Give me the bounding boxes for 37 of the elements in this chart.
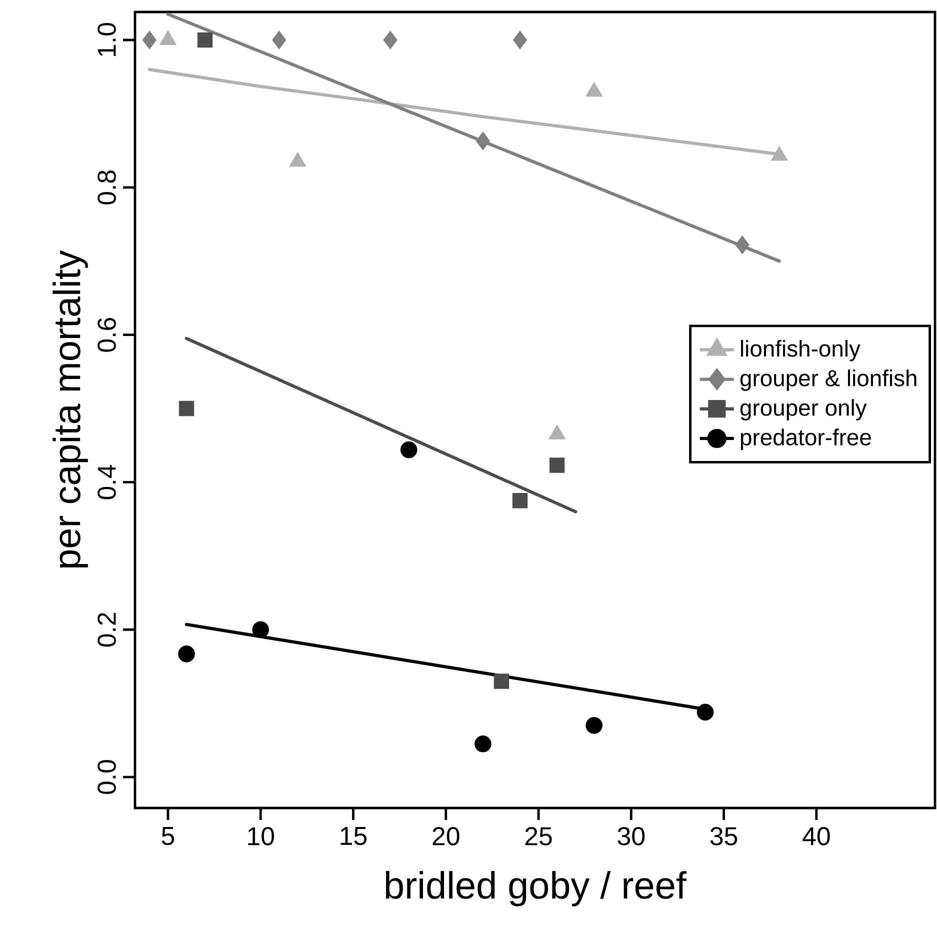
point: [476, 132, 490, 150]
x-axis-title: bridled goby / reef: [386, 871, 686, 906]
point: [178, 400, 194, 416]
x-tick-label: 5: [162, 827, 174, 846]
y-tick-label: 0.2: [98, 612, 116, 647]
x-tick-label: 10: [248, 827, 274, 846]
point: [513, 30, 527, 50]
point: [549, 458, 565, 473]
x-tick-label: 30: [618, 827, 645, 846]
point: [178, 646, 195, 662]
point: [400, 441, 418, 458]
legend-label: grouper & lionfish: [740, 370, 916, 391]
point: [586, 717, 603, 734]
point: [696, 704, 714, 721]
y-axis-title: per capita mortality: [52, 250, 88, 568]
point: [383, 30, 398, 50]
x-tick-label: 35: [710, 827, 738, 846]
legend-label: predator-free: [740, 428, 871, 450]
legend-label: lionfish-only: [741, 340, 860, 362]
point: [512, 493, 528, 508]
y-tick-label: 0.6: [98, 318, 116, 352]
y-tick-label: 1.0: [98, 22, 116, 56]
legend-label: grouper only: [740, 399, 867, 420]
point: [197, 32, 213, 48]
y-tick-label: 0.4: [98, 464, 116, 500]
x-tick-label: 20: [432, 827, 460, 846]
point: [735, 236, 750, 254]
point: [252, 621, 270, 638]
point: [142, 30, 156, 50]
x-tick-label: 40: [802, 827, 830, 846]
point: [272, 30, 286, 50]
x-tick-label: 15: [340, 827, 367, 846]
y-tick-label: 0.0: [98, 760, 116, 794]
x-tick-label: 25: [525, 827, 552, 846]
point: [474, 735, 492, 752]
y-tick-label: 0.8: [98, 170, 116, 204]
point: [494, 674, 510, 689]
